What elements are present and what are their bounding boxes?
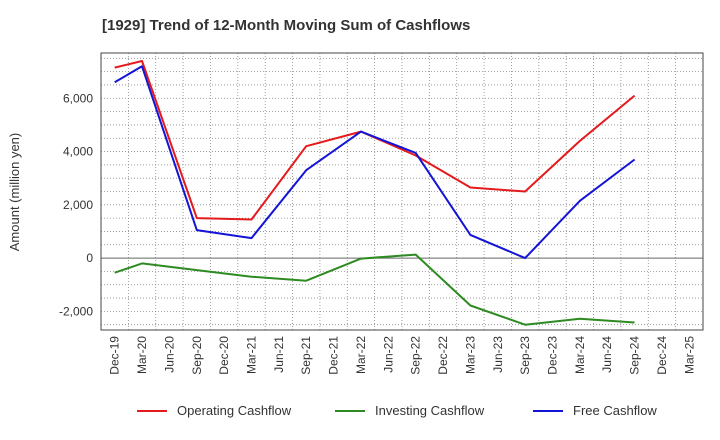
legend: Operating Cashflow Investing Cashflow Free… [137,403,657,418]
x-tick-label: Sep-23 [518,336,532,375]
legend-label: Free Cashflow [573,403,657,418]
y-tick-label: 4,000 [63,145,93,159]
x-tick-label: Jun-24 [600,336,614,373]
x-tick-label: Dec-21 [327,336,341,375]
x-tick-label: Jun-21 [272,336,286,373]
x-tick-label: Jun-20 [162,336,176,373]
x-tick-label: Dec-20 [217,336,231,375]
x-tick-label: Sep-20 [190,336,204,375]
x-tick-label: Dec-22 [436,336,450,375]
x-tick-label: Mar-23 [463,336,477,374]
y-axis-label: Amount (million yen) [7,133,22,252]
x-tick-label: Mar-22 [354,336,368,374]
series-line [114,253,635,326]
y-tick-label: 0 [86,251,93,265]
y-tick-label: 6,000 [63,91,93,105]
axes [100,52,704,331]
x-tick-label: Sep-22 [409,336,423,375]
x-tick-label: Dec-24 [655,336,669,375]
x-tick-label: Jun-22 [381,336,395,373]
series-line [114,65,636,260]
tick-labels: -2,000 0 2,000 4,000 6,000 Dec-19 Mar-20 Jun-20… [59,91,696,374]
x-tick-label: Sep-21 [299,336,313,375]
chart-title: [1929] Trend of 12-Month Moving Sum of C… [102,17,470,34]
x-tick-label: Mar-20 [135,336,149,374]
legend-label: Operating Cashflow [177,403,292,418]
plot-frame [100,52,704,331]
x-tick-label: Mar-21 [245,336,259,374]
x-tick-label: Mar-25 [682,336,696,374]
x-tick-label: Dec-23 [546,336,560,375]
series-lines [114,60,636,326]
y-tick-label: -2,000 [59,304,93,318]
x-tick-label: Mar-24 [573,336,587,374]
x-tick-label: Sep-24 [628,336,642,375]
gridlines [100,53,704,330]
x-tick-label: Jun-23 [491,336,505,373]
y-tick-label: 2,000 [63,198,93,212]
x-tick-label: Dec-19 [108,336,122,375]
legend-label: Investing Cashflow [375,403,485,418]
